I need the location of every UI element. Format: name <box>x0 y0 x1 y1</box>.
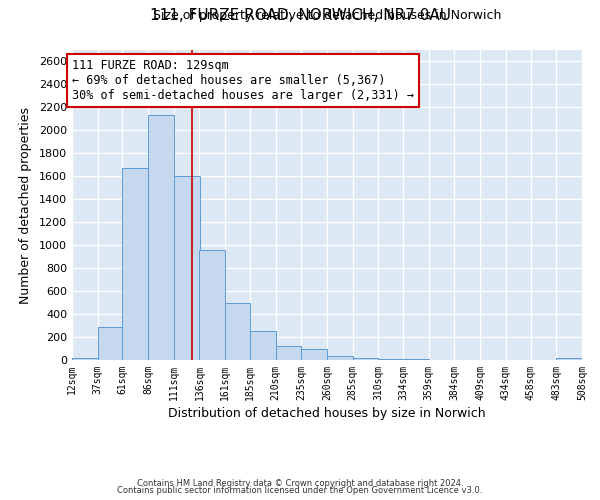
Bar <box>301 348 327 360</box>
Text: Contains HM Land Registry data © Crown copyright and database right 2024.: Contains HM Land Registry data © Crown c… <box>137 478 463 488</box>
Text: 111, FURZE ROAD, NORWICH, NR7 0AU: 111, FURZE ROAD, NORWICH, NR7 0AU <box>149 8 451 22</box>
Bar <box>225 302 250 360</box>
Bar <box>353 358 379 360</box>
Bar <box>174 176 199 360</box>
Bar <box>148 116 174 360</box>
X-axis label: Distribution of detached houses by size in Norwich: Distribution of detached houses by size … <box>168 407 486 420</box>
Bar <box>250 332 275 360</box>
Bar <box>199 250 225 360</box>
Text: Contains public sector information licensed under the Open Government Licence v3: Contains public sector information licen… <box>118 486 482 495</box>
Y-axis label: Number of detached properties: Number of detached properties <box>19 106 32 304</box>
Bar <box>556 358 582 360</box>
Title: Size of property relative to detached houses in Norwich: Size of property relative to detached ho… <box>153 10 501 22</box>
Text: 111 FURZE ROAD: 129sqm
← 69% of detached houses are smaller (5,367)
30% of semi-: 111 FURZE ROAD: 129sqm ← 69% of detached… <box>72 59 414 102</box>
Bar <box>122 168 148 360</box>
Bar <box>98 326 122 360</box>
Bar <box>275 346 301 360</box>
Bar <box>327 356 353 360</box>
Bar <box>72 358 98 360</box>
